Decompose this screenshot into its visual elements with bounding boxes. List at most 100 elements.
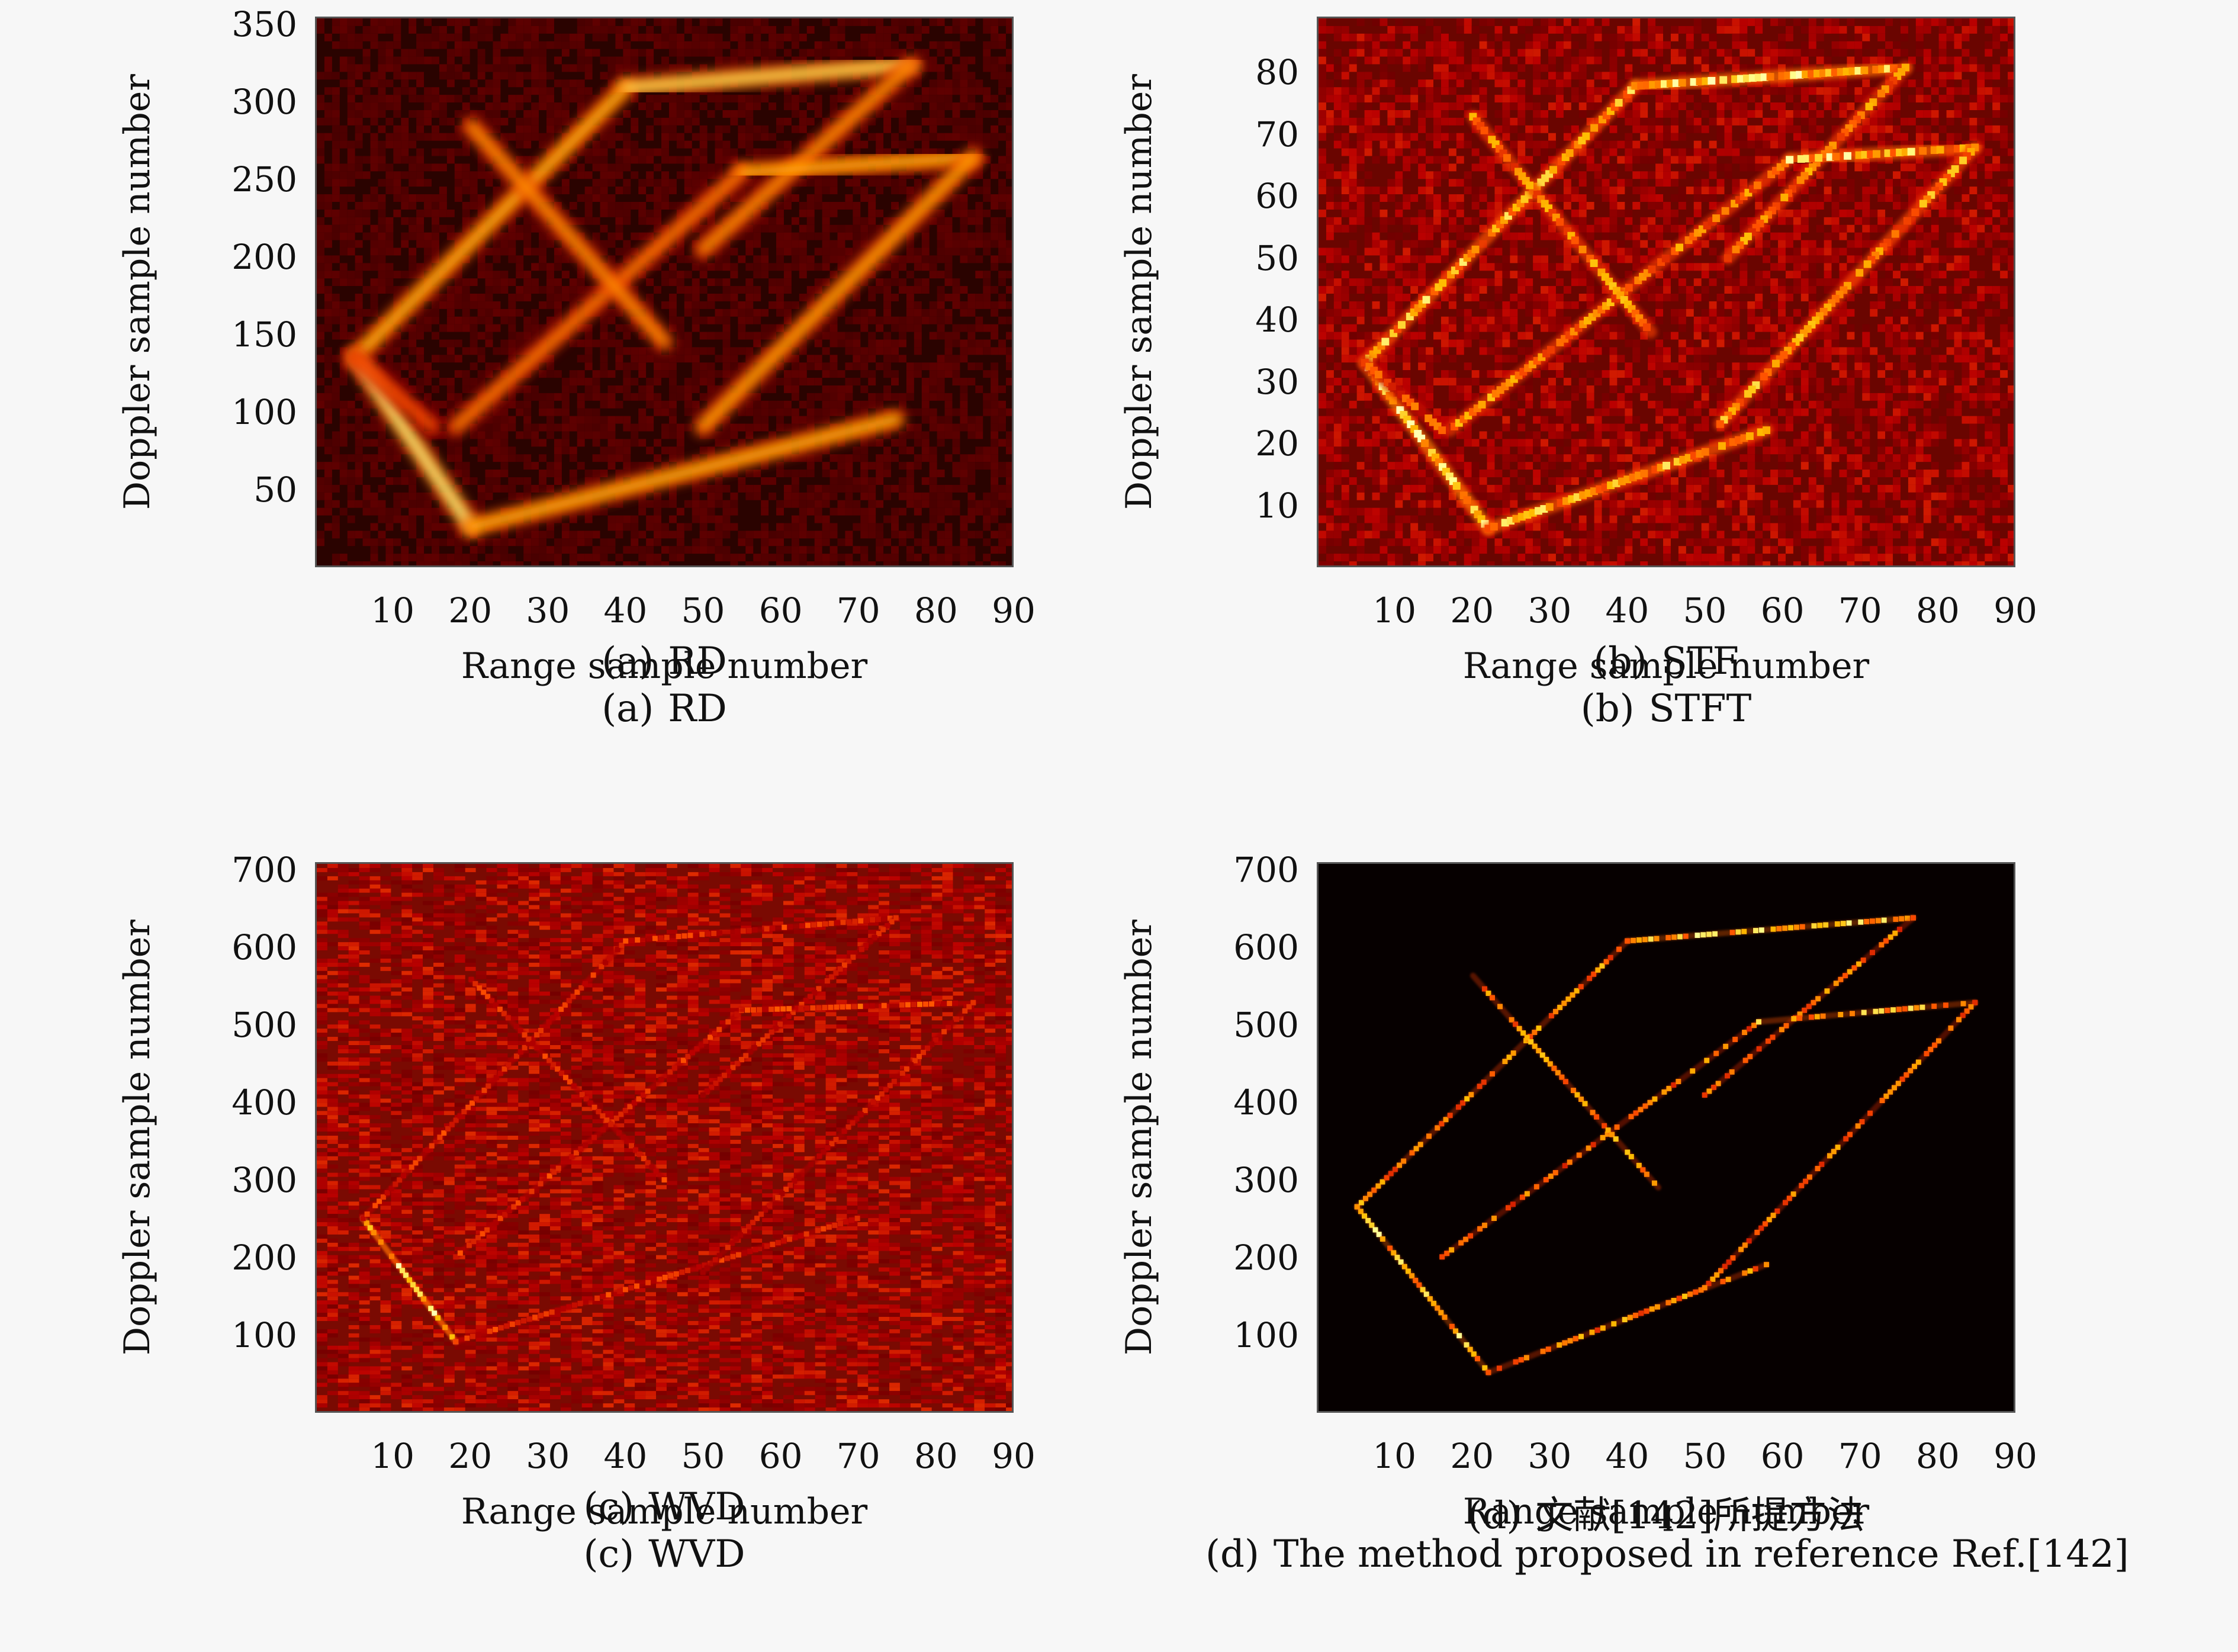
ytick-b: 40 [1255, 300, 1299, 340]
y-axis-label-a: Doppler sample number [117, 74, 158, 510]
xtick-b: 80 [1915, 590, 1960, 631]
noise-a [317, 18, 1012, 565]
ytick-c: 200 [231, 1238, 297, 1278]
xtick-a: 50 [681, 590, 725, 631]
caption-prefix: (a) [602, 639, 654, 683]
caption-prefix: (c) [583, 1532, 635, 1576]
ytick-b: 10 [1255, 485, 1299, 526]
plot-area-a [315, 17, 1014, 567]
noise-c [317, 864, 1012, 1411]
plot-area-d [1317, 862, 2015, 1413]
caption-cn-c: (c) WVD [197, 1485, 1132, 1529]
noise-b [1319, 18, 2014, 565]
xtick-b: 60 [1760, 590, 1805, 631]
ytick-c: 700 [231, 850, 297, 891]
ytick-a: 350 [231, 4, 297, 45]
ytick-b: 30 [1255, 361, 1299, 402]
ridge-b-8 [1466, 110, 1657, 339]
ridge-a-8 [461, 116, 674, 352]
xtick-a: 40 [603, 590, 648, 631]
x-axis-label-c: Range sample number [461, 1491, 868, 1532]
ridge-b-1 [1482, 423, 1773, 535]
ridge-b-7 [1713, 141, 1982, 431]
xtick-d: 40 [1605, 1436, 1649, 1476]
xtick-a: 70 [836, 590, 880, 631]
ridge-b-9 [1358, 356, 1449, 437]
xtick-b: 70 [1838, 590, 1882, 631]
caption-prefix: (b) [1580, 687, 1635, 731]
ridge-d-2 [1354, 938, 1631, 1210]
ytick-b: 80 [1255, 52, 1299, 93]
xtick-c: 30 [526, 1436, 570, 1476]
xtick-a: 10 [371, 590, 415, 631]
xtick-c: 90 [992, 1436, 1036, 1476]
ridge-a-1 [461, 409, 906, 537]
xtick-d: 70 [1838, 1436, 1882, 1476]
heatmap-a [317, 18, 1012, 565]
caption-en-b: (b) STFT [1198, 687, 2134, 731]
ytick-a: 300 [231, 82, 297, 123]
ytick-a: 50 [253, 470, 297, 510]
ytick-d: 700 [1233, 850, 1299, 891]
ridge-a-5 [445, 162, 752, 437]
caption-en-c: (c) WVD [197, 1532, 1132, 1576]
ridge-a-4 [693, 54, 922, 260]
ytick-d: 300 [1233, 1160, 1299, 1201]
xtick-b: 20 [1450, 590, 1494, 631]
ridge-d-7 [1702, 999, 1978, 1291]
plot-area-b [1317, 17, 2015, 567]
xtick-c: 50 [681, 1436, 725, 1476]
xtick-d: 80 [1915, 1436, 1960, 1476]
caption-en-d: (d) The method proposed in reference Ref.… [1198, 1532, 2134, 1576]
xtick-b: 40 [1605, 590, 1649, 631]
caption-prefix: (d) [1205, 1532, 1259, 1576]
ridge-a-2 [345, 78, 636, 368]
ytick-b: 70 [1255, 114, 1299, 155]
ridge-d-3 [1624, 915, 1917, 944]
caption-prefix: (b) [1593, 639, 1647, 683]
ytick-a: 200 [231, 237, 297, 278]
ytick-b: 20 [1255, 423, 1299, 464]
caption-prefix: (c) [583, 1485, 635, 1529]
ridge-c-7 [700, 999, 976, 1275]
xtick-d: 50 [1683, 1436, 1727, 1476]
caption-text: RD [668, 639, 727, 683]
ridge-c-1 [452, 1215, 861, 1345]
heatmap-b [1319, 18, 2014, 565]
caption-cn-d: (d) 文献[142]所提方法 [1198, 1485, 2134, 1539]
ridge-a-3 [615, 54, 922, 98]
ridge-b-6 [1783, 141, 1982, 166]
y-axis-label-b: Doppler sample number [1118, 74, 1160, 510]
ytick-d: 400 [1233, 1082, 1299, 1123]
xtick-d: 20 [1450, 1436, 1494, 1476]
caption-cn-a: (a) RD [197, 639, 1132, 683]
xtick-a: 30 [526, 590, 570, 631]
ytick-d: 500 [1233, 1005, 1299, 1046]
ytick-d: 600 [1233, 927, 1299, 968]
ytick-d: 100 [1233, 1315, 1299, 1355]
y-axis-label-c: Doppler sample number [117, 920, 158, 1355]
xtick-a: 80 [914, 590, 958, 631]
caption-prefix: (d) [1467, 1494, 1522, 1538]
ridge-a-7 [693, 147, 983, 437]
xtick-c: 70 [836, 1436, 880, 1476]
ytick-c: 100 [231, 1315, 297, 1355]
caption-text: 文献[142]所提方法 [1535, 1494, 1865, 1538]
x-axis-label-d: Range sample number [1462, 1491, 1870, 1532]
xtick-d: 60 [1760, 1436, 1805, 1476]
xtick-b: 90 [1993, 590, 2037, 631]
ytick-c: 500 [231, 1005, 297, 1046]
caption-cn-b: (b) STF [1198, 639, 2134, 683]
ridge-d-5 [1439, 1018, 1762, 1260]
ridge-d-0 [1354, 1204, 1491, 1375]
ytick-a: 250 [231, 159, 297, 200]
caption-en-a: (a) RD [197, 687, 1132, 731]
xtick-d: 90 [1993, 1436, 2037, 1476]
ridge-b-2 [1358, 79, 1642, 369]
caption-text: RD [668, 687, 727, 731]
ridge-d-8 [1470, 972, 1661, 1191]
xtick-c: 40 [603, 1436, 648, 1476]
ridge-d-6 [1755, 999, 1978, 1025]
ytick-c: 400 [231, 1082, 297, 1123]
ytick-b: 50 [1255, 237, 1299, 278]
